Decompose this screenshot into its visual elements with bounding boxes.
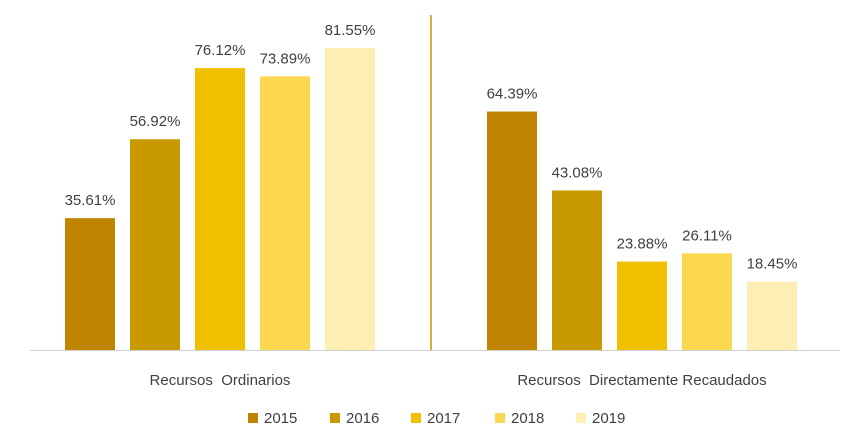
data-label: 43.08%: [552, 164, 603, 181]
data-label: 56.92%: [130, 113, 181, 130]
x-tick-label: Recursos Ordinarios: [150, 372, 291, 389]
data-label: 81.55%: [325, 22, 376, 39]
x-tick-label: Recursos Directamente Recaudados: [517, 372, 766, 389]
legend-label: 2017: [427, 410, 460, 427]
data-label: 23.88%: [617, 236, 668, 253]
data-label: 76.12%: [195, 42, 246, 59]
bar: [130, 139, 180, 350]
legend-label: 2015: [264, 410, 297, 427]
legend-label: 2018: [511, 410, 544, 427]
bar: [195, 68, 245, 350]
bar: [487, 111, 537, 350]
legend-swatch: [576, 413, 586, 423]
bar: [747, 281, 797, 350]
data-label: 64.39%: [487, 86, 538, 103]
legend-swatch: [330, 413, 340, 423]
data-label: 35.61%: [65, 192, 116, 209]
legend-swatch: [411, 413, 421, 423]
legend-swatch: [495, 413, 505, 423]
bar: [260, 76, 310, 351]
bar: [325, 48, 375, 350]
data-label: 18.45%: [747, 256, 798, 273]
bar: [552, 190, 602, 350]
bar: [617, 261, 667, 350]
bar: [65, 218, 115, 350]
bar: [682, 253, 732, 350]
legend-label: 2019: [592, 410, 625, 427]
data-label: 26.11%: [682, 227, 732, 244]
legend-label: 2016: [346, 410, 379, 427]
data-label: 73.89%: [260, 50, 311, 67]
legend-swatch: [248, 413, 258, 423]
